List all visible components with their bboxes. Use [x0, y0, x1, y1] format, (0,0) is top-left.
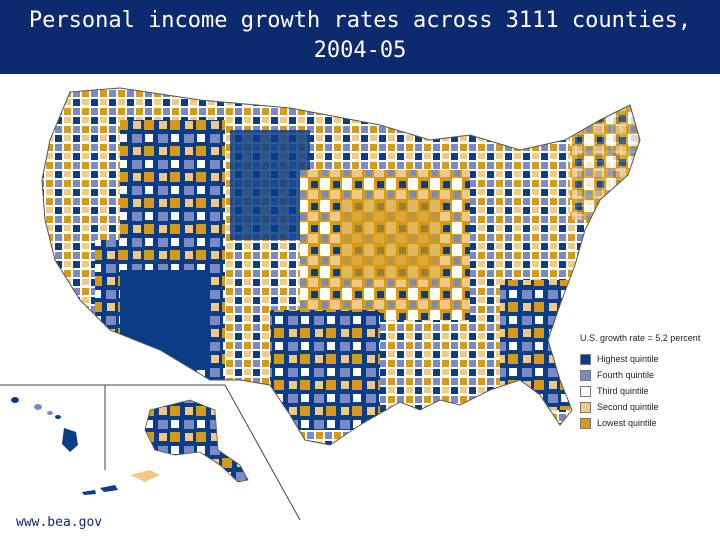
legend-label: Lowest quintile [597, 418, 657, 428]
source-url: www.bea.gov [16, 515, 103, 530]
legend-item-highest: Highest quintile [580, 351, 715, 367]
title-bar: Personal income growth rates across 3111… [0, 0, 720, 74]
page-title: Personal income growth rates across 3111… [28, 8, 692, 63]
legend-item-fourth: Fourth quintile [580, 367, 715, 383]
legend-item-lowest: Lowest quintile [580, 415, 715, 431]
legend-item-second: Second quintile [580, 399, 715, 415]
legend-label: Third quintile [597, 386, 649, 396]
map-legend: U.S. growth rate = 5.2 percent Highest q… [580, 333, 715, 431]
legend-label: Highest quintile [597, 354, 659, 364]
legend-swatch [580, 401, 591, 413]
hawaii-map [11, 397, 78, 452]
alaska-map [82, 399, 249, 495]
contiguous-us-map [42, 88, 640, 445]
legend-swatch [580, 417, 591, 429]
legend-title: U.S. growth rate = 5.2 percent [580, 333, 701, 343]
legend-label: Fourth quintile [597, 370, 655, 380]
us-outline [41, 87, 641, 446]
legend-label: Second quintile [597, 402, 659, 412]
inset-frame [0, 384, 301, 520]
legend-swatch [580, 353, 591, 365]
legend-swatch [580, 369, 591, 381]
legend-item-third: Third quintile [580, 383, 715, 399]
legend-swatch [580, 385, 591, 397]
county-growth-map [0, 87, 641, 520]
